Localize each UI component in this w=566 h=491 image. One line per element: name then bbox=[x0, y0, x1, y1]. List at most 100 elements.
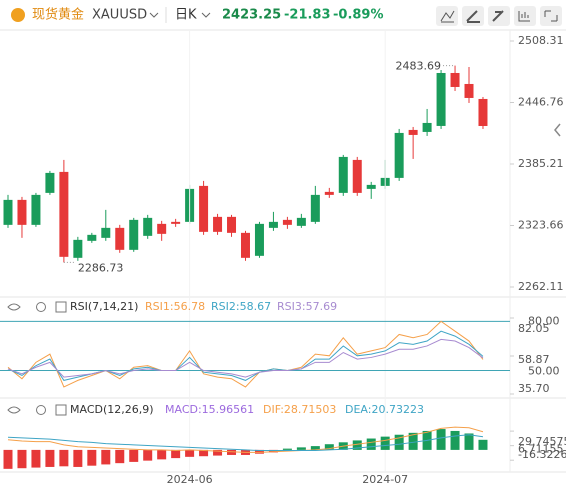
candle-body bbox=[45, 172, 55, 193]
candle-body bbox=[464, 83, 474, 98]
macd-bar bbox=[464, 433, 474, 450]
indicator-line bbox=[7, 434, 484, 452]
candle-body bbox=[408, 129, 418, 135]
candle-body bbox=[87, 234, 97, 241]
plus-icon[interactable] bbox=[55, 404, 67, 416]
tool-button[interactable] bbox=[540, 6, 562, 26]
candle-body bbox=[450, 72, 460, 87]
candle-body bbox=[436, 72, 446, 126]
level-label: 50.00 bbox=[528, 365, 560, 378]
candle-body bbox=[254, 223, 264, 256]
legend-entry: RSI2:58.67 bbox=[211, 300, 271, 313]
y-tick-label: 2262.11 bbox=[518, 280, 564, 293]
macd-bar bbox=[380, 436, 390, 450]
candle-body bbox=[282, 219, 292, 225]
candle-body bbox=[324, 191, 334, 195]
macd-bar bbox=[87, 449, 97, 466]
y-tick-label: 2385.21 bbox=[518, 157, 564, 170]
macd-icons bbox=[7, 404, 67, 416]
candle-body bbox=[3, 199, 13, 225]
indicator-title: RSI(7,14,21) bbox=[70, 300, 138, 313]
macd-bar bbox=[157, 449, 167, 460]
price: 2423.25 bbox=[222, 8, 281, 23]
x-tick-label: 2024-06 bbox=[167, 473, 213, 486]
max-label: 2483.69 bbox=[396, 60, 442, 73]
y-tick-label: 2508.31 bbox=[518, 34, 564, 47]
candle-body bbox=[143, 217, 153, 236]
candle-body bbox=[171, 221, 181, 224]
y-tick-label: -16.32265 bbox=[518, 448, 566, 461]
candle-body bbox=[31, 194, 41, 225]
macd-bar bbox=[296, 447, 306, 450]
symbol[interactable]: XAUUSD bbox=[92, 8, 147, 23]
candle-body bbox=[394, 132, 404, 178]
eye-icon[interactable] bbox=[7, 303, 21, 311]
symbol-icon bbox=[11, 8, 25, 22]
indicator-line bbox=[7, 338, 484, 378]
macd-bar bbox=[73, 449, 83, 467]
indicator-line bbox=[7, 320, 484, 388]
candle-body bbox=[240, 232, 250, 258]
macd-bar bbox=[324, 444, 334, 450]
candle-body bbox=[59, 171, 69, 257]
candle-body bbox=[115, 227, 125, 250]
tool-icon bbox=[518, 11, 530, 22]
header: 现货黄金 XAUUSD 日K 2423.25 -21.83 -0.89% bbox=[11, 6, 562, 26]
plus-icon[interactable] bbox=[55, 301, 67, 313]
period[interactable]: 日K bbox=[175, 8, 197, 23]
macd-bar bbox=[227, 449, 237, 455]
macd-bar bbox=[436, 429, 446, 450]
candle-body bbox=[268, 221, 278, 228]
y-tick-label: 6.71155 bbox=[518, 443, 564, 456]
dropdown[interactable] bbox=[201, 12, 211, 18]
macd-bar bbox=[59, 449, 69, 467]
macd-bar bbox=[129, 449, 139, 462]
legend-entry: DIF:28.71503 bbox=[263, 403, 336, 416]
macd-bar bbox=[115, 449, 125, 464]
macd-bar bbox=[478, 439, 488, 450]
macd-bar bbox=[185, 449, 195, 457]
legend-entry: MACD:15.96561 bbox=[165, 403, 254, 416]
tool-button[interactable] bbox=[436, 6, 458, 26]
legend-entry: RSI1:56.78 bbox=[145, 300, 205, 313]
candle-body bbox=[366, 184, 376, 189]
macd-bar bbox=[31, 449, 41, 468]
macd-bar bbox=[3, 449, 13, 469]
y-tick-label: 58.87 bbox=[518, 353, 550, 366]
candle-body bbox=[213, 216, 223, 232]
macd-bar bbox=[394, 434, 404, 450]
eye-icon[interactable] bbox=[7, 406, 21, 414]
gear-icon[interactable] bbox=[36, 302, 46, 312]
min-label: 2286.73 bbox=[78, 261, 124, 274]
indicator-title: MACD(12,26,9) bbox=[70, 403, 154, 416]
macd-bar bbox=[171, 449, 181, 459]
candle-body bbox=[338, 156, 348, 193]
macd-bar bbox=[268, 449, 278, 453]
change-pct: -0.89% bbox=[333, 8, 384, 23]
macd-bar bbox=[282, 448, 292, 450]
legend-entry: DEA:20.73223 bbox=[345, 403, 424, 416]
macd-bar bbox=[45, 449, 55, 467]
dropdown[interactable] bbox=[149, 12, 159, 18]
macd-bar bbox=[17, 449, 27, 469]
candle-body bbox=[478, 98, 488, 126]
candle-body bbox=[199, 185, 209, 232]
tool-icon bbox=[492, 10, 504, 22]
symbol-name[interactable]: 现货黄金 bbox=[32, 7, 84, 23]
tool-icon bbox=[466, 10, 480, 23]
macd-bar bbox=[213, 449, 223, 456]
y-tick-label: 29.74575 bbox=[518, 435, 566, 448]
macd-bar bbox=[199, 449, 209, 457]
rsi-icons bbox=[7, 301, 67, 313]
candle-body bbox=[17, 199, 27, 225]
collapse-arrow[interactable] bbox=[554, 123, 561, 137]
candle-body bbox=[422, 122, 432, 132]
candle-body bbox=[352, 159, 362, 193]
indicator-line bbox=[7, 330, 484, 381]
change: -21.83 bbox=[284, 8, 331, 23]
x-tick-label: 2024-07 bbox=[362, 473, 408, 486]
candle-body bbox=[227, 216, 237, 233]
gear-icon[interactable] bbox=[36, 405, 46, 415]
legend-entry: RSI3:57.69 bbox=[277, 300, 337, 313]
